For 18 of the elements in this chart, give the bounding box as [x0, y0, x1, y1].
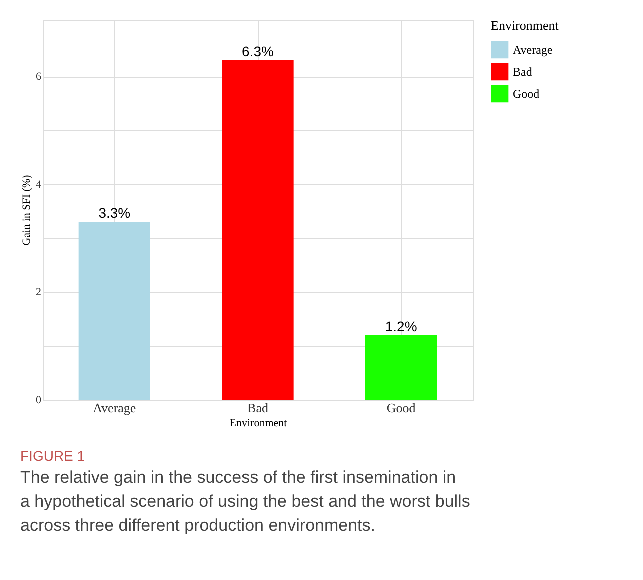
legend-label: Average	[513, 43, 553, 57]
x-tick-label: Good	[386, 400, 416, 416]
data-label: 3.3%	[98, 205, 131, 222]
y-tick-label: 0	[36, 394, 42, 406]
legend-label: Good	[513, 87, 540, 101]
caption: FIGURE 1	[20, 448, 86, 464]
x-tick-label: Bad	[248, 400, 269, 416]
y-tick-label: 2	[36, 286, 42, 299]
y-tick-label: 4	[36, 178, 42, 191]
y-axis-title: Gain in SFI (%)	[21, 174, 33, 246]
legend-title: Environment	[491, 18, 560, 33]
y-tick-label: 6	[36, 71, 42, 84]
x-tick-label: Average	[93, 400, 136, 416]
x-axis-title: Environment	[230, 418, 288, 430]
text: The relative gain in the success of the first insemination in a hypothetical scenario of using the best and the worst bulls across three different production environments.	[20, 468, 470, 535]
legend-label: Bad	[513, 65, 532, 79]
data-label: 1.2%	[385, 318, 418, 334]
data-label: 6.3%	[242, 43, 274, 60]
